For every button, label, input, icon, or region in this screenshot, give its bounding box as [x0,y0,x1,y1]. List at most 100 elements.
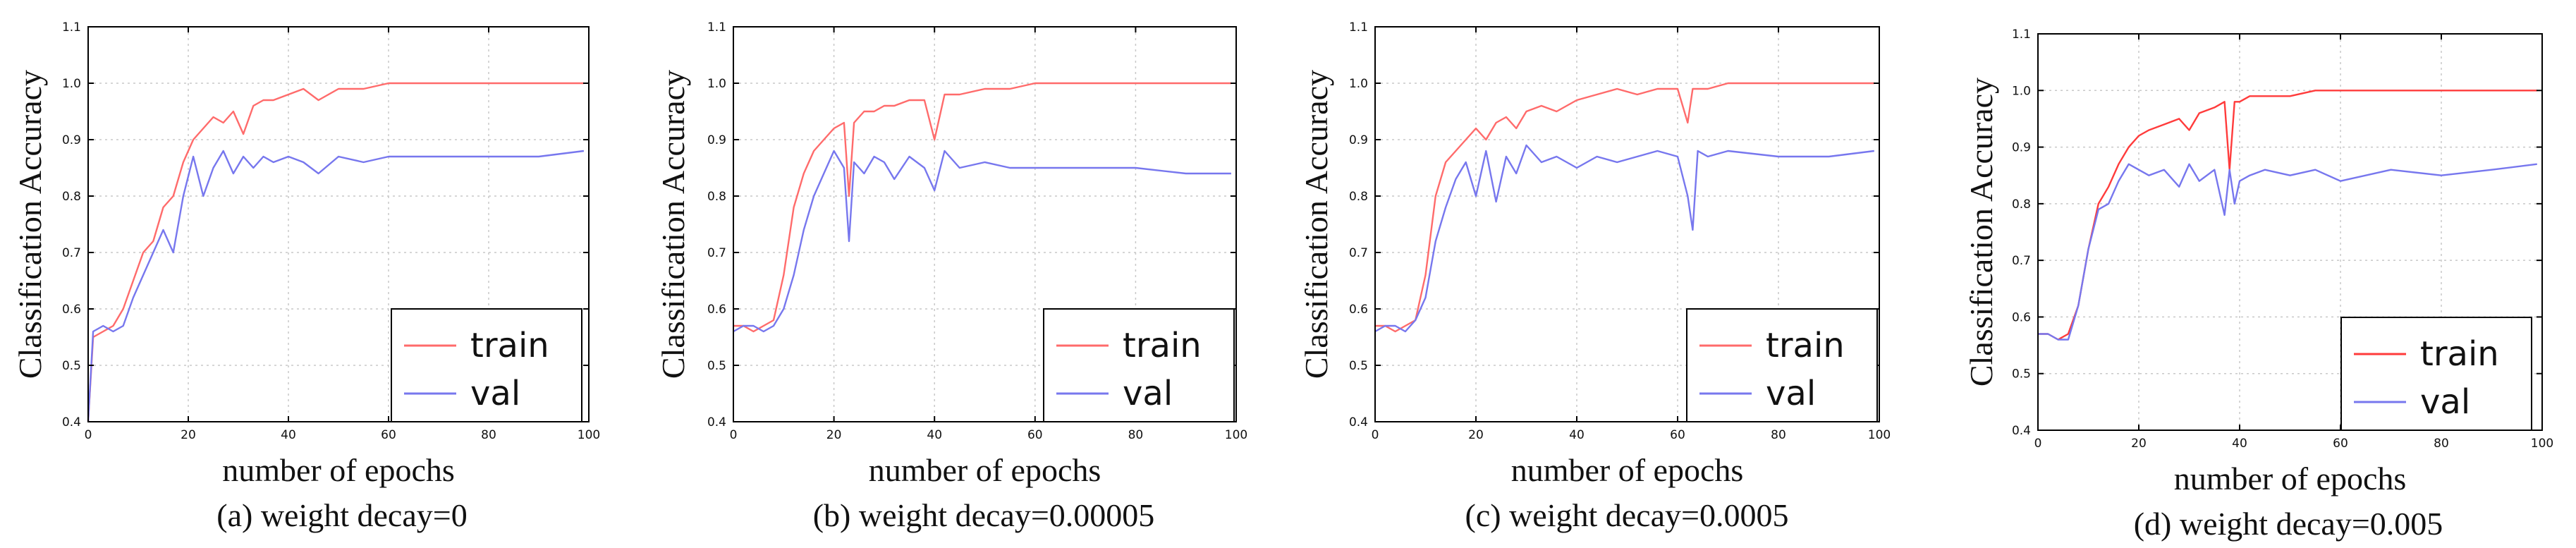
y-tick-label: 1.0 [2012,84,2031,98]
y-tick-label: 0.7 [1349,246,1368,260]
y-tick-label: 0.9 [62,133,81,147]
y-tick-label: 0.7 [62,246,81,260]
chart-panel-4: 0 20 40 60 80 100 0.4 0.5 0.6 0.7 0.8 0.9 1.0 1.1 Clas… [1963,28,2553,542]
x-tick-label: 40 [927,428,942,442]
y-tick-label: 0.6 [2012,310,2031,324]
series-line-val [2038,163,2537,341]
x-tick-label: 20 [2131,437,2147,451]
legend-box [391,308,582,422]
y-axis-label: Classification Accuracy [1298,70,1334,379]
y-tick-label: 1.0 [1349,77,1368,91]
x-tick-label: 80 [1128,428,1144,442]
y-tick-label: 0.8 [62,190,81,204]
y-tick-label: 0.8 [2012,197,2031,212]
y-tick-label: 0.8 [1349,190,1368,204]
x-tick-label: 100 [1868,428,1891,442]
y-tick-label: 0.7 [707,246,726,260]
x-axis-label: number of epochs [222,452,455,488]
legend-label-train: train [470,326,549,365]
y-axis-label: Classification Accuracy [12,70,48,379]
panel-caption: (b) weight decay=0.00005 [813,497,1155,533]
x-tick-label: 0 [730,428,738,442]
chart-panel-3: 0 20 40 60 80 100 0.4 0.5 0.6 0.7 0.8 0.9 1.0 1.1 Clas… [1298,20,1891,533]
legend-box [2340,317,2532,431]
y-tick-label: 1.1 [707,20,726,35]
panel-caption: (d) weight decay=0.005 [2134,506,2443,542]
series-line-train [87,82,584,422]
y-tick-label: 0.9 [2012,141,2031,155]
x-tick-label: 60 [2333,437,2348,451]
legend-box [1043,308,1235,422]
series-line-train [1375,82,1874,333]
y-tick-label: 0.9 [707,133,726,147]
x-axis-label: number of epochs [1511,452,1744,488]
x-tick-label: 60 [381,428,396,442]
y-tick-label: 0.4 [2012,424,2031,438]
y-tick-label: 0.6 [707,303,726,317]
plot-frame [733,26,1237,422]
x-tick-label: 0 [1372,428,1379,442]
legend: train val [1686,308,1878,422]
x-tick-label: 20 [1468,428,1484,442]
y-tick-label: 0.7 [2012,254,2031,268]
legend-label-val: val [1123,374,1173,413]
x-tick-label: 40 [2232,437,2247,451]
plot-frame [87,26,590,422]
series-line-train [733,82,1231,333]
x-tick-label: 40 [281,428,296,442]
y-tick-label: 0.4 [62,415,81,430]
y-axis-label: Classification Accuracy [655,70,691,379]
legend-label-train: train [1123,326,1202,365]
series-line-val [1374,144,1874,333]
y-tick-label: 0.6 [1349,303,1368,317]
legend-label-val: val [470,374,520,413]
x-tick-label: 100 [1225,428,1247,442]
series-line-train [2038,90,2537,341]
x-axis-label: number of epochs [2174,461,2407,497]
legend-label-train: train [2420,334,2499,374]
y-tick-label: 1.0 [62,77,81,91]
x-tick-label: 40 [1569,428,1585,442]
legend-label-val: val [2420,382,2470,422]
y-tick-label: 0.9 [1349,133,1368,147]
legend: train val [1043,308,1235,422]
x-tick-label: 0 [2034,437,2042,451]
legend: train val [391,308,582,422]
y-tick-label: 0.5 [2012,367,2031,382]
x-tick-label: 80 [2434,437,2449,451]
y-tick-label: 0.4 [1349,415,1368,430]
x-tick-label: 60 [1670,428,1685,442]
y-tick-label: 1.1 [62,20,81,35]
y-tick-label: 1.0 [707,77,726,91]
plot-frame [1374,26,1880,422]
y-tick-label: 0.5 [707,359,726,373]
x-tick-label: 100 [2531,437,2553,451]
x-tick-label: 80 [1771,428,1786,442]
x-tick-label: 80 [481,428,496,442]
chart-panel-2: 0 20 40 60 80 100 0.4 0.5 0.6 0.7 0.8 0.9 1.0 1.1 Clas… [655,20,1247,533]
chart-panel-1: 0 20 40 60 80 100 0.4 0.5 0.6 0.7 0.8 0.9 1.0 1.1 Clas… [12,20,600,533]
x-tick-label: 0 [85,428,92,442]
y-axis-label: Classification Accuracy [1963,78,1999,386]
legend-box [1686,308,1878,422]
y-tick-label: 0.4 [707,415,726,430]
series-line-val [87,150,585,422]
x-tick-label: 20 [826,428,842,442]
x-axis-label: number of epochs [869,452,1101,488]
x-tick-label: 60 [1027,428,1043,442]
plot-frame [2037,33,2543,431]
legend-label-val: val [1766,374,1816,413]
y-tick-label: 0.6 [62,303,81,317]
panel-caption: (a) weight decay=0 [216,497,467,533]
panel-caption: (c) weight decay=0.0005 [1465,497,1789,533]
legend-label-train: train [1766,326,1845,365]
x-tick-label: 20 [181,428,196,442]
y-tick-label: 0.8 [707,190,726,204]
y-tick-label: 1.1 [1349,20,1368,35]
legend: train val [2340,317,2532,431]
y-tick-label: 0.5 [62,359,81,373]
series-line-val [733,150,1231,333]
y-tick-label: 0.5 [1349,359,1368,373]
y-tick-label: 1.1 [2012,28,2031,42]
